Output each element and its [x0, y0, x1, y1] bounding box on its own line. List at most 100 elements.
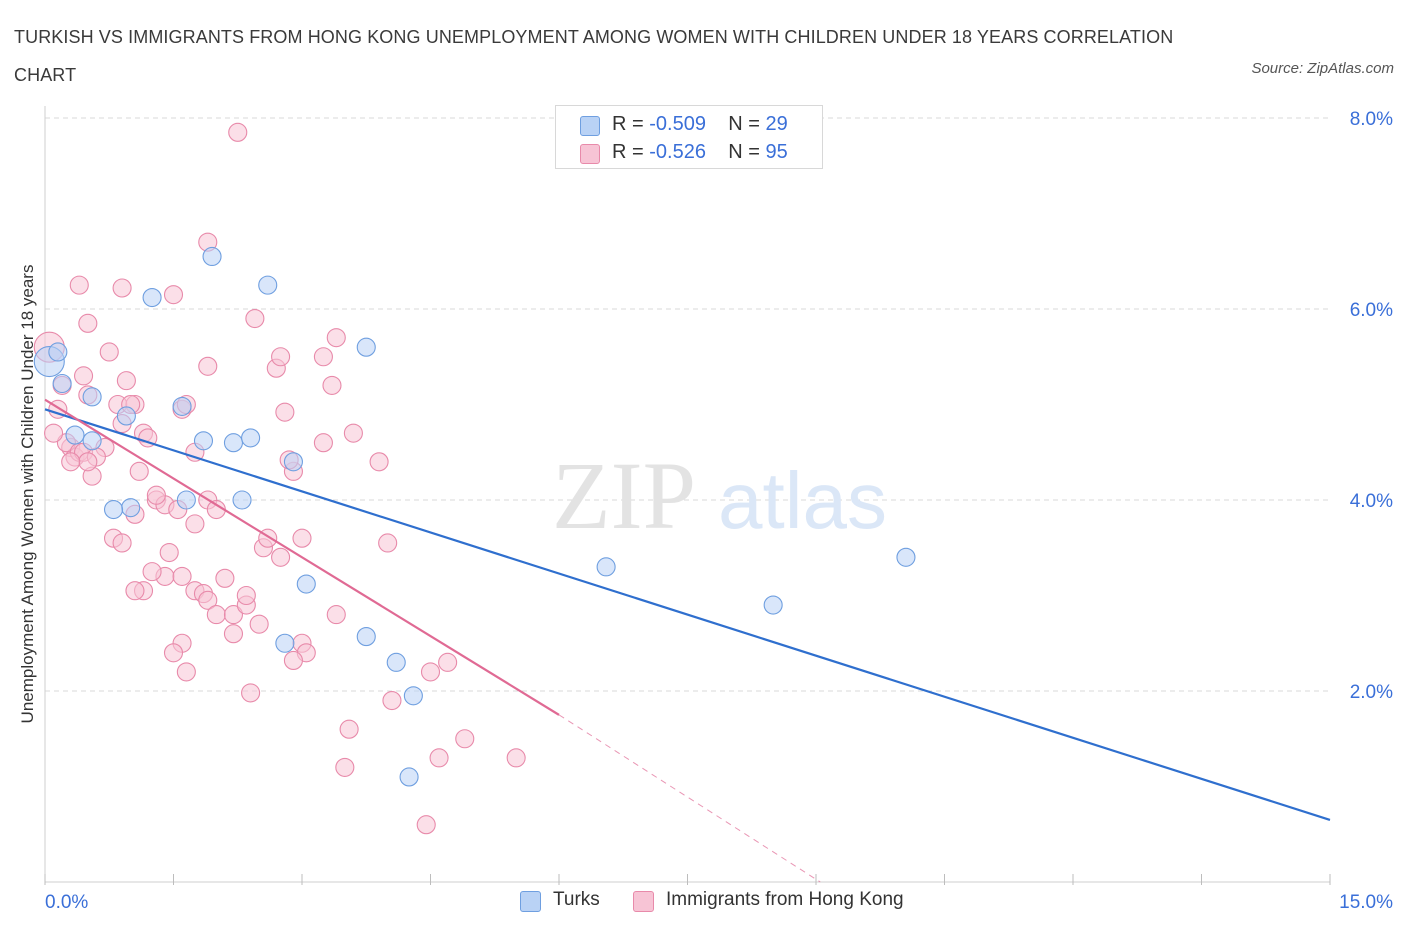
turks-point: [296, 574, 316, 594]
hk-point: [172, 566, 192, 586]
x-tick-label-min: 0.0%: [45, 892, 88, 913]
axes: [44, 106, 1331, 885]
hk-point: [241, 683, 261, 703]
hk-trend-line: [44, 398, 560, 716]
x-tick-label-max: 15.0%: [1339, 892, 1393, 913]
trend-lines: [44, 398, 1331, 883]
n-label: N =: [728, 141, 760, 163]
turks-legend-swatch: [520, 891, 541, 912]
hk-point: [271, 547, 291, 567]
turks-point: [241, 428, 261, 448]
turks-point: [82, 387, 102, 407]
hk-point: [313, 347, 333, 367]
hk-point: [236, 585, 256, 606]
hk-point: [69, 275, 89, 295]
y-tick-label: 6.0%: [1350, 300, 1393, 321]
y-tick-label: 8.0%: [1350, 109, 1393, 130]
hk-point: [223, 624, 244, 644]
n-label: N =: [728, 113, 760, 135]
hk-point: [163, 285, 184, 305]
hk-point: [78, 452, 98, 472]
turks-point: [283, 452, 303, 472]
chart-title: TURKISH VS IMMIGRANTS FROM HONG KONG UNE…: [14, 27, 1174, 85]
turks-point: [763, 595, 783, 615]
hk-point: [198, 356, 218, 376]
turks-point: [116, 406, 136, 426]
r-label: R =: [612, 141, 644, 163]
watermark-zip: ZIP: [552, 442, 696, 549]
hk-point: [378, 533, 398, 553]
turks-point: [356, 337, 376, 357]
hk-point: [245, 308, 265, 329]
hk-point: [369, 452, 389, 472]
hk-point: [206, 605, 226, 625]
turks-n-value: 29: [765, 113, 788, 135]
hk-point: [271, 347, 291, 367]
hk-point: [313, 433, 333, 453]
hk-point: [112, 278, 132, 298]
turks-swatch: [580, 116, 600, 136]
hk-point: [438, 652, 458, 672]
hk-point: [455, 729, 475, 749]
turks-legend-label: Turks: [553, 889, 600, 910]
turks-point: [103, 499, 124, 520]
hk-point: [275, 402, 295, 422]
hk-point: [420, 662, 441, 682]
turks-point: [202, 246, 222, 267]
turks-point: [275, 633, 295, 653]
watermark-atlas: atlas: [718, 456, 887, 545]
hk-legend-swatch: [633, 891, 654, 912]
hk-point: [335, 757, 355, 777]
hk-point: [283, 650, 303, 670]
turks-point: [48, 342, 68, 362]
hk-n-value: 95: [765, 141, 788, 163]
hk-point: [125, 581, 145, 601]
watermark: ZIP atlas: [552, 442, 887, 549]
hk-point: [249, 614, 269, 634]
turks-point: [176, 490, 196, 510]
hk-point: [142, 562, 162, 582]
hk-point: [163, 643, 184, 663]
turks-point: [399, 767, 419, 787]
hk-point: [292, 528, 312, 548]
hk-point: [326, 605, 346, 625]
hk-point: [429, 748, 449, 768]
hk-point: [159, 542, 179, 563]
hk-point: [78, 313, 98, 333]
hk-point: [339, 719, 359, 739]
turks-point: [172, 396, 192, 416]
turks-point: [596, 557, 616, 577]
hk-r-value: -0.526: [649, 141, 706, 163]
turks-trend-line: [44, 408, 1331, 821]
stats-legend: R = -0.509 N = 29 R = -0.526 N = 95: [555, 105, 823, 169]
turks-point: [403, 686, 423, 706]
hk-point: [116, 371, 136, 391]
turks-r-value: -0.509: [649, 113, 706, 135]
turks-point: [223, 433, 244, 453]
y-tick-label: 4.0%: [1350, 491, 1393, 512]
hk-point: [322, 375, 342, 395]
r-label: R =: [612, 113, 644, 135]
hk-point: [382, 690, 402, 711]
hk-point: [146, 485, 166, 505]
hk-trend-extension: [558, 714, 821, 883]
hk-point: [198, 590, 218, 610]
hk-point: [416, 815, 436, 835]
hk-point: [129, 461, 149, 481]
turks-point: [121, 498, 141, 518]
hk-swatch: [580, 144, 600, 164]
turks-point: [52, 373, 72, 394]
turks-point: [232, 490, 252, 510]
hk-point: [44, 423, 64, 443]
turks-point: [142, 287, 162, 308]
hk-point: [112, 533, 132, 553]
hk-point: [99, 342, 119, 362]
hk-point: [223, 605, 244, 625]
data-points: [33, 122, 916, 835]
turks-point: [356, 627, 376, 647]
turks-point: [258, 275, 278, 295]
y-tick-label: 2.0%: [1350, 682, 1393, 703]
hk-legend-label: Immigrants from Hong Kong: [666, 889, 904, 910]
hk-point: [228, 122, 248, 142]
